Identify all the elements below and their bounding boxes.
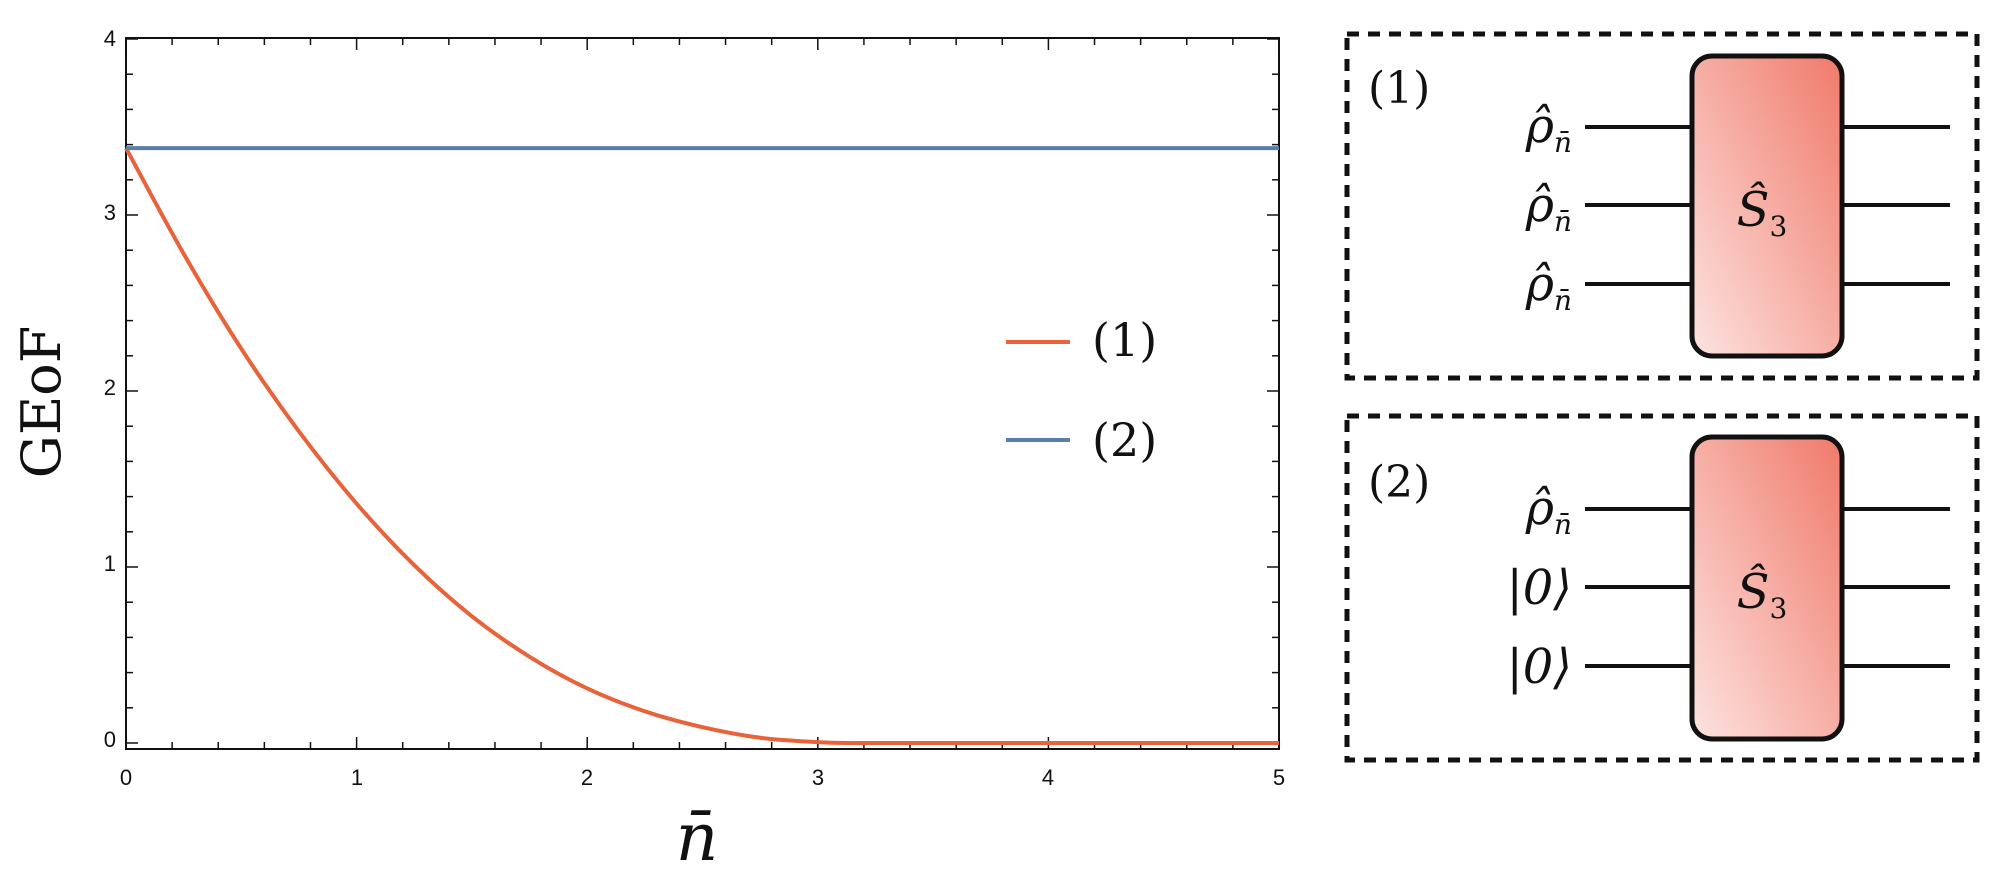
- y-axis-title: GEoF: [10, 326, 73, 479]
- x-tick-label: 2: [581, 765, 593, 790]
- y-tick-label: 1: [104, 551, 116, 576]
- x-tick-labels: 0 1 2 3 4 5: [120, 765, 1285, 790]
- gate-label: Ŝ3: [1737, 562, 1788, 625]
- legend-label-series-2: (2): [1092, 413, 1157, 467]
- input-label: |0⟩: [1507, 560, 1572, 616]
- input-label: ρ̂n̄: [1525, 480, 1572, 541]
- x-tick-label: 4: [1042, 765, 1054, 790]
- y-tick-label: 2: [104, 375, 116, 400]
- gate-label: Ŝ3: [1737, 180, 1788, 243]
- plot-area: [124, 37, 1280, 750]
- gate-box: [1689, 434, 1845, 742]
- circuit-panel-1: (1) Ŝ3 ρ̂n̄ ρ̂n̄ ρ̂n̄: [1344, 31, 1980, 381]
- legend: (1) (2): [1006, 313, 1157, 467]
- series-line-1: [124, 147, 1279, 745]
- legend-label-series-1: (1): [1092, 313, 1157, 367]
- y-tick-label: 0: [104, 727, 116, 752]
- series-layer: [124, 146, 1279, 745]
- y-tick-label: 3: [104, 200, 116, 225]
- circuit-panel-2: (2) Ŝ3 ρ̂n̄ |0⟩ |0⟩: [1344, 413, 1980, 763]
- input-label: ρ̂n̄: [1525, 177, 1572, 238]
- panel-border: [1344, 413, 1980, 763]
- panel-label: (1): [1368, 63, 1430, 114]
- axis-ticks: [125, 38, 1280, 749]
- panel-label: (2): [1368, 457, 1430, 508]
- x-tick-label: 0: [120, 765, 132, 790]
- plot-frame: [125, 37, 1280, 750]
- x-axis-title: n̄: [676, 799, 719, 876]
- input-label: ρ̂n̄: [1525, 98, 1572, 159]
- x-tick-label: 1: [351, 765, 363, 790]
- x-tick-label: 5: [1273, 765, 1285, 790]
- x-tick-label: 3: [812, 765, 824, 790]
- input-label: |0⟩: [1507, 639, 1572, 695]
- y-tick-labels: 0 1 2 3 4: [104, 26, 116, 752]
- gate-box: [1689, 53, 1845, 359]
- panel-border: [1344, 31, 1980, 381]
- y-tick-label: 4: [104, 26, 116, 51]
- input-label: ρ̂n̄: [1525, 256, 1572, 317]
